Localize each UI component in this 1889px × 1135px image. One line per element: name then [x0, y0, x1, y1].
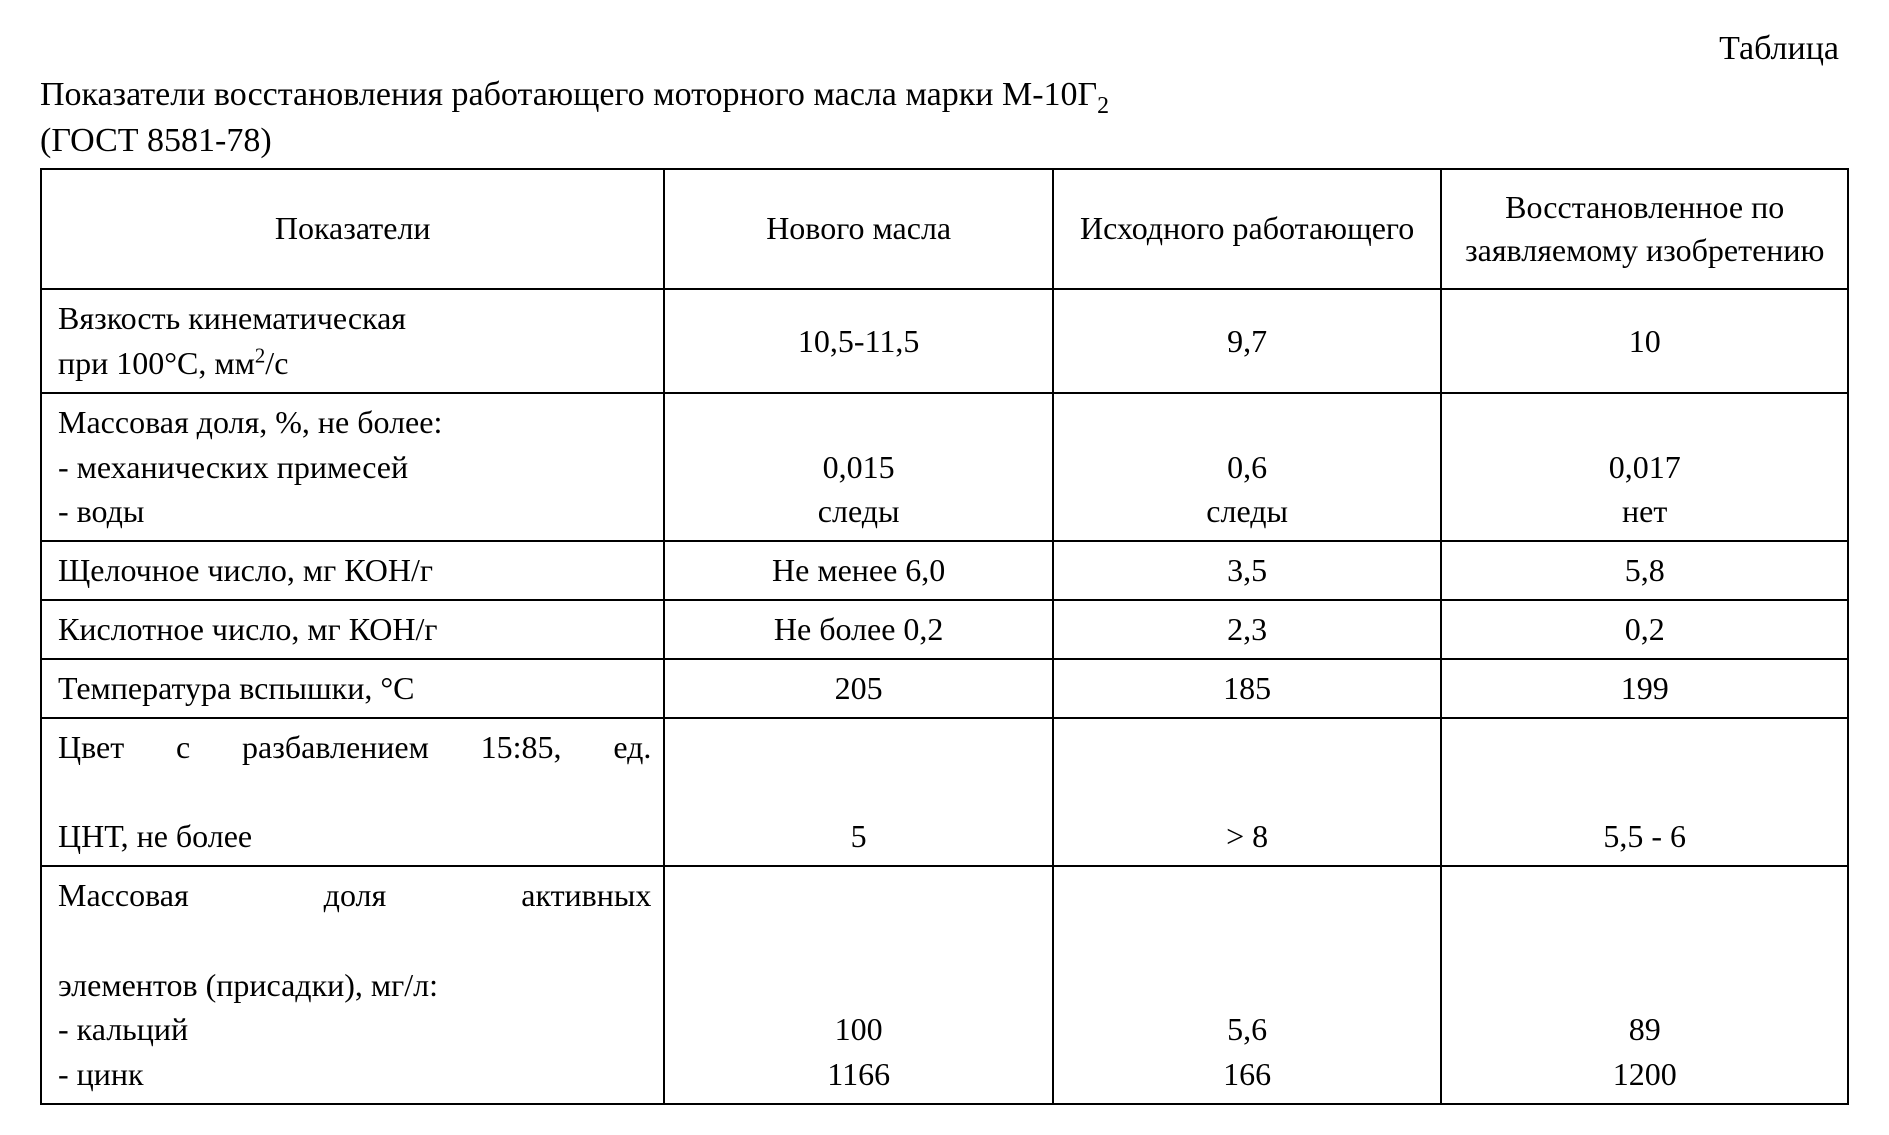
row-value-2: 5,8 [1441, 541, 1848, 600]
row-label: Цвет с разбавлением 15:85, ед.ЦНТ, не бо… [41, 718, 664, 866]
row-label: Температура вспышки, °С [41, 659, 664, 718]
table-row: Щелочное число, мг КОН/гНе менее 6,03,55… [41, 541, 1848, 600]
table-row: Массовая доля активныхэлементов (присадк… [41, 866, 1848, 1104]
row-value-1: 0,6следы [1053, 393, 1442, 541]
caption-line1: Показатели восстановления работающего мо… [40, 76, 1097, 113]
row-value-0: Не более 0,2 [664, 600, 1053, 659]
col-header-1: Нового масла [664, 169, 1053, 289]
row-value-0: 5 [664, 718, 1053, 866]
table-row: Массовая доля, %, не более:- механически… [41, 393, 1848, 541]
table-row: Вязкость кинематическаяпри 100°С, мм2/с1… [41, 289, 1848, 393]
row-value-2: 199 [1441, 659, 1848, 718]
col-header-0: Показатели [41, 169, 664, 289]
table-header-row: Показатели Нового масла Исходного работа… [41, 169, 1848, 289]
table-row: Температура вспышки, °С205185199 [41, 659, 1848, 718]
row-value-1: 185 [1053, 659, 1442, 718]
row-label: Массовая доля, %, не более:- механически… [41, 393, 664, 541]
col-header-2: Исходного работающего [1053, 169, 1442, 289]
table-row: Кислотное число, мг КОН/гНе более 0,22,3… [41, 600, 1848, 659]
data-table: Показатели Нового масла Исходного работа… [40, 168, 1849, 1105]
row-value-1: 2,3 [1053, 600, 1442, 659]
row-value-1: 5,6166 [1053, 866, 1442, 1104]
row-value-2: 0,017нет [1441, 393, 1848, 541]
caption-line2: (ГОСТ 8581-78) [40, 122, 272, 159]
row-value-2: 10 [1441, 289, 1848, 393]
table-label: Таблица [40, 30, 1849, 68]
row-label: Вязкость кинематическаяпри 100°С, мм2/с [41, 289, 664, 393]
table-caption: Показатели восстановления работающего мо… [40, 72, 1849, 164]
row-value-0: 10,5-11,5 [664, 289, 1053, 393]
caption-subscript: 2 [1097, 93, 1109, 119]
row-label: Массовая доля активныхэлементов (присадк… [41, 866, 664, 1104]
row-value-2: 0,2 [1441, 600, 1848, 659]
row-label: Щелочное число, мг КОН/г [41, 541, 664, 600]
row-label: Кислотное число, мг КОН/г [41, 600, 664, 659]
row-value-1: 3,5 [1053, 541, 1442, 600]
row-value-0: Не менее 6,0 [664, 541, 1053, 600]
row-value-2: 5,5 - 6 [1441, 718, 1848, 866]
row-value-0: 205 [664, 659, 1053, 718]
table-row: Цвет с разбавлением 15:85, ед.ЦНТ, не бо… [41, 718, 1848, 866]
row-value-2: 891200 [1441, 866, 1848, 1104]
col-header-3: Восстановленное по заявляемому изобретен… [1441, 169, 1848, 289]
table-body: Вязкость кинематическаяпри 100°С, мм2/с1… [41, 289, 1848, 1104]
row-value-1: 9,7 [1053, 289, 1442, 393]
row-value-1: > 8 [1053, 718, 1442, 866]
row-value-0: 0,015следы [664, 393, 1053, 541]
row-value-0: 1001166 [664, 866, 1053, 1104]
